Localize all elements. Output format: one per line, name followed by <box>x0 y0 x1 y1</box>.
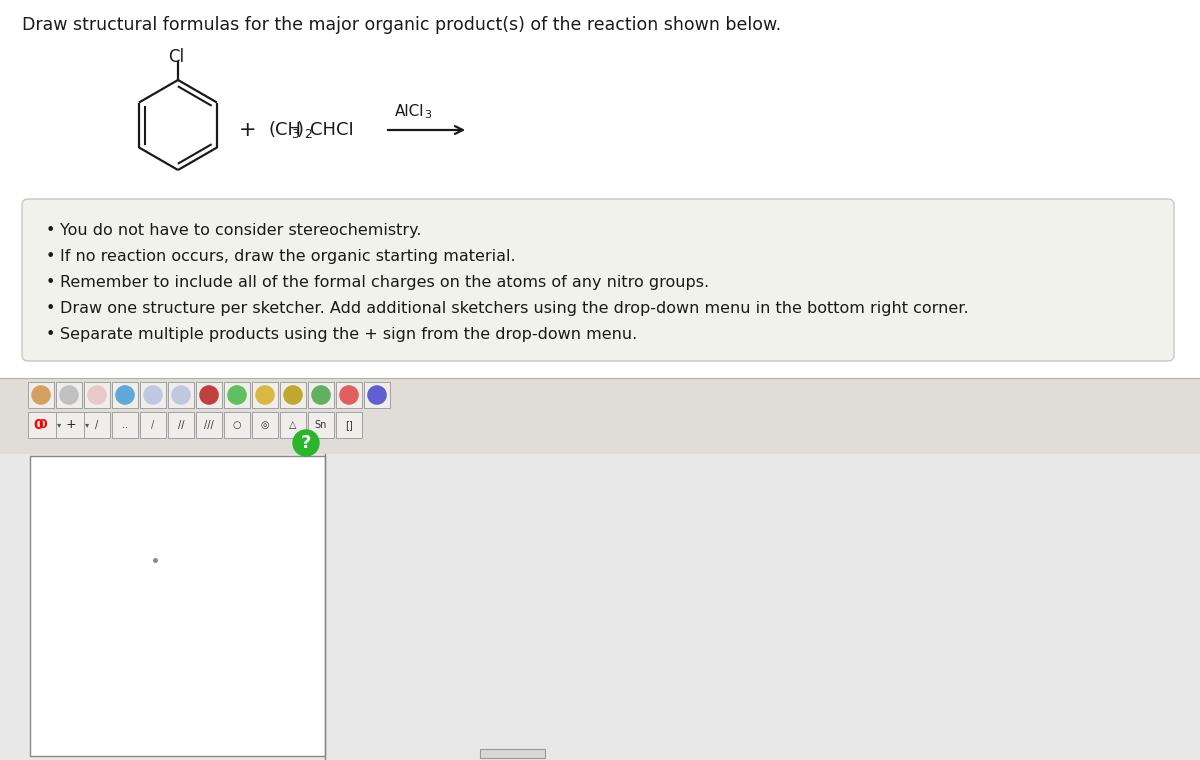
Text: ?: ? <box>301 434 311 452</box>
Bar <box>252 382 278 408</box>
Bar <box>28 412 64 438</box>
Circle shape <box>60 386 78 404</box>
Circle shape <box>88 386 106 404</box>
Circle shape <box>144 386 162 404</box>
Circle shape <box>340 386 358 404</box>
Bar <box>140 412 166 438</box>
Text: Draw one structure per sketcher. Add additional sketchers using the drop-down me: Draw one structure per sketcher. Add add… <box>60 301 968 316</box>
FancyBboxPatch shape <box>22 199 1174 361</box>
Text: Draw structural formulas for the major organic product(s) of the reaction shown : Draw structural formulas for the major o… <box>22 16 781 34</box>
Text: AlCl: AlCl <box>395 105 425 119</box>
Text: ○: ○ <box>233 420 241 430</box>
Text: 0: 0 <box>38 419 47 432</box>
Bar <box>28 382 54 408</box>
Text: You do not have to consider stereochemistry.: You do not have to consider stereochemis… <box>60 223 421 238</box>
Circle shape <box>200 386 218 404</box>
Circle shape <box>172 386 190 404</box>
Bar <box>56 412 92 438</box>
Text: +: + <box>66 419 77 432</box>
Text: 0: 0 <box>34 418 43 432</box>
Bar <box>56 382 82 408</box>
Bar <box>336 382 362 408</box>
Circle shape <box>32 386 50 404</box>
Bar <box>84 382 110 408</box>
Circle shape <box>116 386 134 404</box>
Text: If no reaction occurs, draw the organic starting material.: If no reaction occurs, draw the organic … <box>60 249 516 264</box>
Text: •: • <box>46 301 55 316</box>
Text: •: • <box>46 223 55 238</box>
Text: /: / <box>151 420 155 430</box>
Bar <box>0 454 1200 760</box>
Bar <box>196 382 222 408</box>
Text: ▾: ▾ <box>85 420 89 429</box>
Text: //: // <box>178 420 185 430</box>
Bar <box>0 378 1200 454</box>
Text: Cl: Cl <box>168 48 184 66</box>
Text: ▾: ▾ <box>56 420 61 429</box>
Circle shape <box>256 386 274 404</box>
Bar <box>84 412 110 438</box>
Text: 3: 3 <box>292 128 299 141</box>
Circle shape <box>228 386 246 404</box>
Bar <box>30 456 325 756</box>
Text: []: [] <box>346 420 353 430</box>
Bar <box>224 382 250 408</box>
Bar <box>224 412 250 438</box>
Bar <box>112 412 138 438</box>
Text: Remember to include all of the formal charges on the atoms of any nitro groups.: Remember to include all of the formal ch… <box>60 275 709 290</box>
Bar <box>280 412 306 438</box>
Bar <box>308 412 334 438</box>
Bar <box>196 412 222 438</box>
Text: ): ) <box>296 121 304 139</box>
Text: •: • <box>46 327 55 342</box>
Circle shape <box>312 386 330 404</box>
Text: △: △ <box>289 420 296 430</box>
Circle shape <box>284 386 302 404</box>
Bar <box>112 382 138 408</box>
Text: •: • <box>46 275 55 290</box>
Text: +: + <box>239 120 257 140</box>
Bar <box>252 412 278 438</box>
Circle shape <box>293 430 319 456</box>
Text: 3: 3 <box>424 110 431 120</box>
Bar <box>308 382 334 408</box>
Text: ◎: ◎ <box>260 420 269 430</box>
Bar <box>364 382 390 408</box>
Bar <box>140 382 166 408</box>
Text: Separate multiple products using the + sign from the drop-down menu.: Separate multiple products using the + s… <box>60 327 637 342</box>
Text: (CH: (CH <box>268 121 301 139</box>
Bar <box>280 382 306 408</box>
Text: Sn: Sn <box>314 420 328 430</box>
Text: •: • <box>46 249 55 264</box>
Text: ..: .. <box>122 420 128 430</box>
Bar <box>168 382 194 408</box>
Bar <box>336 412 362 438</box>
Bar <box>168 412 194 438</box>
Text: 2: 2 <box>305 128 312 141</box>
Circle shape <box>368 386 386 404</box>
Text: /: / <box>95 420 98 430</box>
Text: CHCI: CHCI <box>310 121 354 139</box>
Text: ///: /// <box>204 420 214 430</box>
Bar <box>480 749 545 758</box>
